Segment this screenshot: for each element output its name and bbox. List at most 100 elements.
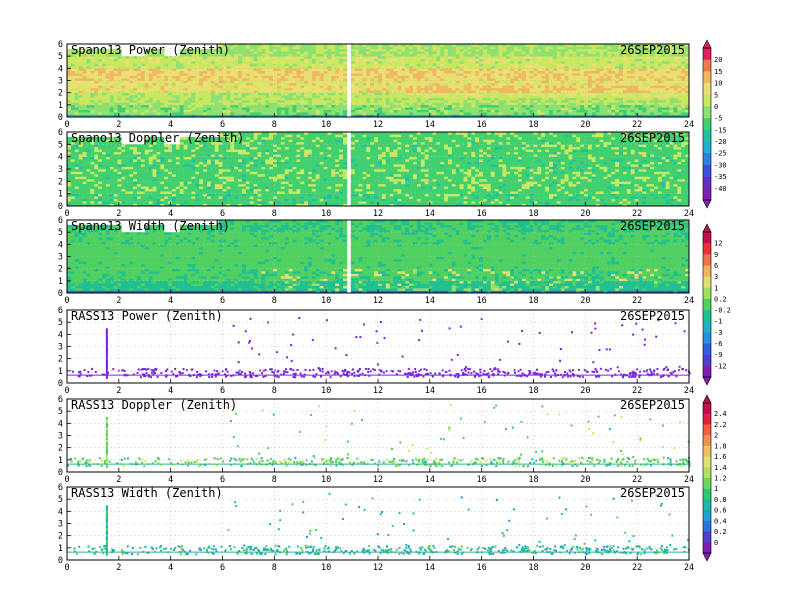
heatmap-cell bbox=[156, 102, 161, 106]
heatmap-cell bbox=[463, 51, 468, 55]
heatmap-cell bbox=[133, 82, 138, 86]
heatmap-cell bbox=[191, 48, 196, 52]
heatmap-cell bbox=[74, 114, 79, 118]
heatmap-cell bbox=[160, 51, 165, 55]
heatmap-cell bbox=[199, 75, 204, 79]
heatmap-cell bbox=[269, 61, 274, 64]
heatmap-cell bbox=[482, 44, 488, 47]
heatmap-cell bbox=[432, 80, 437, 84]
heatmap-cell bbox=[70, 53, 76, 57]
heatmap-cell bbox=[86, 136, 91, 140]
heatmap-cell bbox=[537, 73, 542, 76]
heatmap-cell bbox=[203, 58, 208, 62]
heatmap-cell bbox=[218, 63, 223, 67]
heatmap-cell bbox=[101, 85, 107, 89]
heatmap-cell bbox=[300, 85, 305, 89]
heatmap-cell bbox=[300, 82, 305, 86]
heatmap-cell bbox=[78, 109, 83, 113]
heatmap-cell bbox=[502, 61, 507, 64]
heatmap-cell bbox=[630, 85, 635, 89]
heatmap-cell bbox=[257, 80, 262, 84]
heatmap-cell bbox=[471, 63, 476, 67]
heatmap-cell bbox=[315, 61, 320, 64]
heatmap-cell bbox=[401, 87, 406, 91]
heatmap-cell bbox=[350, 63, 355, 67]
heatmap-cell bbox=[370, 73, 375, 76]
heatmap-cell bbox=[140, 58, 146, 62]
heatmap-cell bbox=[199, 65, 204, 69]
heatmap-cell bbox=[525, 95, 530, 98]
heatmap-cell bbox=[284, 97, 289, 101]
heatmap-cell bbox=[82, 102, 87, 106]
heatmap-cell bbox=[405, 82, 410, 86]
heatmap-cell bbox=[191, 68, 196, 72]
heatmap-cell bbox=[451, 112, 457, 115]
heatmap-cell bbox=[685, 112, 690, 115]
heatmap-cell bbox=[133, 114, 138, 118]
heatmap-cell bbox=[537, 58, 542, 62]
heatmap-cell bbox=[646, 68, 651, 72]
heatmap-cell bbox=[70, 56, 76, 59]
heatmap-cell bbox=[78, 90, 83, 93]
heatmap-cell bbox=[362, 48, 367, 52]
heatmap-cell bbox=[187, 85, 192, 89]
heatmap-cell bbox=[276, 78, 282, 81]
heatmap-cell bbox=[67, 146, 72, 150]
heatmap-cell bbox=[549, 75, 554, 79]
heatmap-cell bbox=[86, 85, 91, 89]
heatmap-cell bbox=[650, 75, 655, 79]
heatmap-cell bbox=[140, 114, 146, 118]
heatmap-cell bbox=[502, 102, 507, 106]
heatmap-cell bbox=[86, 70, 91, 74]
heatmap-cell bbox=[471, 95, 476, 98]
heatmap-cell bbox=[296, 97, 301, 101]
heatmap-cell bbox=[354, 70, 359, 74]
heatmap-cell bbox=[78, 144, 83, 148]
heatmap-cell bbox=[420, 65, 425, 69]
heatmap-cell bbox=[191, 102, 196, 106]
heatmap-cell bbox=[638, 51, 643, 55]
heatmap-cell bbox=[331, 90, 336, 93]
heatmap-cell bbox=[432, 63, 437, 67]
heatmap-cell bbox=[576, 51, 581, 55]
heatmap-cell bbox=[335, 46, 340, 50]
heatmap-cell bbox=[308, 102, 313, 106]
heatmap-cell bbox=[541, 73, 546, 76]
heatmap-cell bbox=[179, 99, 184, 103]
heatmap-cell bbox=[288, 48, 293, 52]
heatmap-cell bbox=[401, 48, 406, 52]
heatmap-cell bbox=[494, 70, 499, 74]
heatmap-cell bbox=[284, 82, 289, 86]
heatmap-cell bbox=[490, 109, 495, 113]
heatmap-cell bbox=[171, 90, 177, 93]
heatmap-cell bbox=[611, 53, 616, 57]
heatmap-cell bbox=[537, 95, 542, 98]
heatmap-cell bbox=[393, 75, 398, 79]
heatmap-cell bbox=[490, 114, 495, 118]
heatmap-cell bbox=[533, 112, 538, 115]
heatmap-cell bbox=[214, 58, 219, 62]
heatmap-cell bbox=[626, 68, 631, 72]
heatmap-cell bbox=[420, 85, 425, 89]
heatmap-cell bbox=[393, 97, 398, 101]
heatmap-cell bbox=[681, 87, 686, 91]
heatmap-cell bbox=[203, 48, 208, 52]
heatmap-cell bbox=[296, 51, 301, 55]
heatmap-cell bbox=[657, 48, 663, 52]
heatmap-cell bbox=[296, 95, 301, 98]
heatmap-cell bbox=[607, 102, 612, 106]
heatmap-cell bbox=[261, 112, 266, 115]
heatmap-cell bbox=[98, 53, 103, 57]
heatmap-cell bbox=[366, 80, 371, 84]
heatmap-cell bbox=[638, 75, 643, 79]
heatmap-cell bbox=[152, 114, 157, 118]
heatmap-cell bbox=[389, 44, 394, 47]
heatmap-cell bbox=[350, 97, 355, 101]
heatmap-cell bbox=[650, 53, 655, 57]
heatmap-cell bbox=[253, 78, 258, 81]
heatmap-cell bbox=[397, 53, 402, 57]
heatmap-cell bbox=[249, 90, 254, 93]
heatmap-cell bbox=[580, 87, 585, 91]
heatmap-cell bbox=[378, 114, 383, 118]
heatmap-cell bbox=[249, 68, 254, 72]
